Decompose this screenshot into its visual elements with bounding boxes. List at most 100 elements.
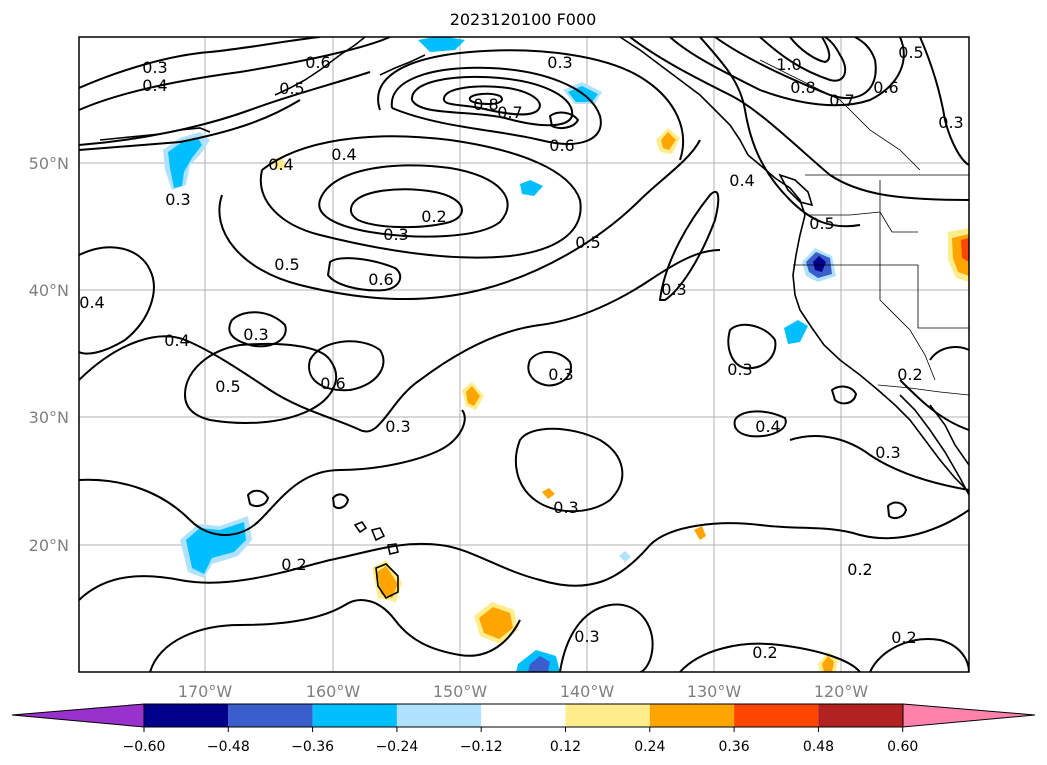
- shade-patch-aleutian-core: [168, 138, 202, 188]
- contour-label: 0.6: [320, 374, 345, 393]
- shade-patch-gulf-north: [418, 37, 465, 52]
- aleutian-coast: [99, 127, 211, 141]
- contour-line-east-coast-0-8: [759, 37, 847, 82]
- lat-label-20n: 20°N: [29, 536, 69, 555]
- california-nevada-diagonal: [879, 265, 936, 381]
- contour-line-0-3-west-loop: [228, 311, 287, 348]
- contour-label: 0.6: [549, 136, 574, 155]
- colorbar-tick-label: −0.60: [123, 739, 166, 755]
- nevada-border: [879, 180, 969, 329]
- contour-line-0-4-west: [79, 246, 155, 355]
- contour-line-aleutian: [79, 99, 301, 151]
- shade-patch-mid-yellow-core: [466, 386, 480, 406]
- contour-line-east-coast-0-6: [669, 37, 905, 107]
- hawaii-oahu: [370, 527, 386, 542]
- colorbar-bin: [565, 704, 650, 727]
- colorbar-tick-label: 0.24: [634, 739, 665, 755]
- idaho-border: [879, 211, 918, 233]
- contour-label: 0.4: [755, 417, 780, 436]
- contour-line-0-3-east: [789, 434, 969, 491]
- contour-label: 0.8: [473, 95, 498, 114]
- contour-line-east-coast-0-7: [714, 37, 877, 100]
- contour-label: 0.2: [281, 555, 306, 574]
- shade-patch-tiny-orange: [694, 526, 706, 540]
- lon-label-140w: 140°W: [560, 682, 615, 701]
- contour-label: 0.3: [142, 58, 167, 77]
- colorbar-under-extension: [11, 703, 145, 728]
- contour-line-0-3-right: [659, 190, 720, 301]
- lon-label-160w: 160°W: [306, 682, 361, 701]
- colorbar-tick-label: 0.36: [719, 739, 750, 755]
- alaska-coast-a: [274, 37, 366, 96]
- contour-line-0-3-lower: [79, 409, 466, 536]
- contour-lines: [79, 37, 969, 672]
- contour-line-low-outer-0-4: [259, 135, 582, 259]
- contour-line-0-5-loop: [184, 342, 337, 424]
- colorbar-bin: [649, 704, 735, 727]
- alaska-coast-b: [379, 54, 426, 76]
- contour-label: 0.4: [331, 145, 356, 164]
- contour-label: 0.5: [279, 79, 304, 98]
- contour-label: 0.3: [553, 498, 578, 517]
- contour-label: 1.0: [776, 55, 801, 74]
- lat-label-40n: 40°N: [29, 281, 69, 300]
- contour-line-east-0-2: [899, 379, 969, 431]
- shade-patch-california: [784, 320, 808, 344]
- contour-label: 0.3: [727, 360, 752, 379]
- contour-label: 0.7: [829, 91, 854, 110]
- map-content: [79, 37, 969, 672]
- contour-line-small-loop-2: [332, 493, 349, 509]
- contour-label: 0.2: [897, 365, 922, 384]
- contour-line-high-0-6: [390, 66, 602, 145]
- contour-label: 0.4: [164, 331, 189, 350]
- shade-patch-bc-coast-core: [661, 132, 676, 150]
- contour-label: 0.5: [215, 377, 240, 396]
- contour-label: 0.5: [898, 43, 923, 62]
- shade-patch-south-orange-core: [479, 607, 513, 639]
- hawaii-maui: [387, 543, 399, 555]
- contour-label: 0.4: [142, 76, 167, 95]
- contour-line-high-inner: [468, 92, 503, 105]
- contour-line-0-6-mid: [327, 257, 402, 292]
- contour-line-high-0-3: [377, 49, 685, 161]
- contour-label: 0.5: [809, 214, 834, 233]
- colorbar-bin: [144, 704, 229, 727]
- washington-oregon-border: [808, 211, 881, 216]
- vancouver-island: [778, 173, 814, 207]
- contour-label: 0.3: [165, 190, 190, 209]
- contour-line-small-loop-4: [831, 385, 857, 405]
- contour-labels: 0.3 0.4 0.6 0.5 0.3 0.8 0.7 0.6 1.0 0.8 …: [79, 43, 963, 662]
- contour-line-east-0-2-loop: [929, 346, 969, 361]
- political-borders: [759, 59, 969, 396]
- shade-patch-oregon-core: [813, 256, 826, 272]
- contour-line-high-0-8: [442, 85, 541, 116]
- contour-line-0-2-band: [79, 509, 969, 601]
- contour-line-0-2-southeast: [679, 642, 861, 672]
- contour-line-small-loop-1: [247, 489, 269, 507]
- colorbar-tick-label: 0.48: [803, 739, 834, 755]
- contour-label: 0.3: [548, 365, 573, 384]
- contour-line-east-coast-0-4: [699, 37, 861, 228]
- contour-label: 0.3: [243, 325, 268, 344]
- colorbar-bin: [228, 704, 313, 727]
- contour-label: 0.3: [547, 53, 572, 72]
- contour-line-0-4-right-loop: [733, 410, 787, 438]
- colorbar: −0.60 −0.48 −0.36 −0.24 −0.12 0.12 0.24 …: [11, 703, 1036, 755]
- shade-patch-south-blue-core: [528, 656, 550, 672]
- contour-label: 0.8: [790, 78, 815, 97]
- contour-line-east-coast-1-0: [789, 37, 831, 63]
- shade-patch-south-right-core: [822, 656, 834, 672]
- contour-label: 0.2: [891, 628, 916, 647]
- contour-line-0-2-southeast-loop: [869, 638, 969, 672]
- contour-label: 0.4: [268, 155, 293, 174]
- contour-line-low-0-2: [349, 188, 463, 229]
- us-west-coast: [792, 214, 969, 493]
- contour-label: 0.2: [421, 207, 446, 226]
- colorbar-tick-label: −0.48: [207, 739, 250, 755]
- contour-label: 0.3: [875, 443, 900, 462]
- lon-label-150w: 150°W: [433, 682, 488, 701]
- lat-labels: 50°N 40°N 30°N 20°N: [29, 154, 69, 555]
- contour-line-small-loop-3: [887, 501, 907, 519]
- us-mexico-border: [877, 384, 969, 396]
